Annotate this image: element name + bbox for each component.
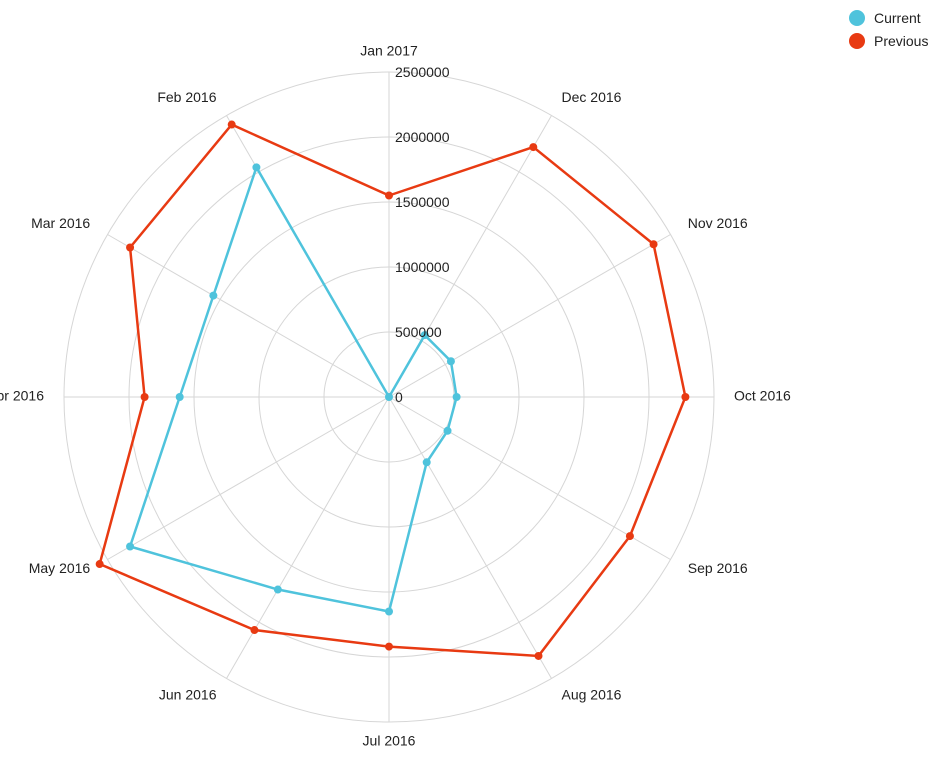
radial-tick-label: 1000000 (395, 259, 450, 275)
legend-item-current[interactable]: Current (849, 6, 928, 29)
legend: Current Previous (849, 6, 928, 52)
grid-spoke (107, 234, 390, 398)
data-point-current (452, 393, 461, 401)
radial-tick-label: 1500000 (395, 194, 450, 210)
category-label: Jan 2017 (360, 43, 418, 59)
data-point-previous (250, 626, 259, 635)
data-point-previous (385, 642, 393, 651)
data-point-previous (649, 240, 658, 249)
data-point-current (446, 357, 455, 366)
data-point-current (385, 393, 393, 401)
radial-tick-label: 2500000 (395, 64, 450, 80)
data-point-previous (385, 191, 393, 200)
legend-label-previous: Previous (874, 32, 929, 49)
grid-spoke (388, 396, 552, 679)
data-point-previous (126, 243, 135, 252)
legend-item-previous[interactable]: Previous (849, 29, 928, 52)
category-label: Jul 2016 (363, 733, 416, 749)
data-point-current (443, 426, 452, 435)
data-point-current (175, 393, 184, 401)
category-label: Nov 2016 (688, 215, 748, 231)
data-point-previous (625, 532, 634, 541)
radial-tick-label: 500000 (395, 324, 442, 340)
category-label: Dec 2016 (562, 89, 622, 105)
data-point-previous (681, 393, 690, 401)
category-label: Oct 2016 (734, 388, 791, 404)
data-point-current (273, 585, 282, 594)
data-point-current (422, 458, 431, 467)
data-point-previous (534, 651, 543, 660)
data-point-current (126, 542, 135, 551)
series-line-current (128, 164, 458, 613)
category-label: Mar 2016 (31, 215, 90, 231)
grid-spoke (107, 396, 390, 560)
category-label: Apr 2016 (0, 388, 44, 404)
grid-spoke (388, 234, 671, 398)
data-point-previous (95, 560, 104, 569)
category-label: Aug 2016 (562, 686, 622, 702)
radial-tick-label: 0 (395, 389, 403, 405)
data-point-current (209, 291, 218, 300)
legend-swatch-current (849, 9, 865, 26)
grid-spoke (388, 396, 671, 560)
legend-label-current: Current (874, 9, 921, 26)
data-point-current (252, 163, 261, 172)
data-point-current (420, 331, 429, 340)
data-point-previous (227, 120, 236, 129)
category-label: May 2016 (29, 560, 91, 576)
category-label: Jun 2016 (159, 686, 217, 702)
data-point-previous (140, 393, 149, 401)
legend-swatch-previous (849, 32, 865, 49)
category-label: Sep 2016 (688, 560, 748, 576)
category-label: Feb 2016 (157, 89, 216, 105)
data-point-previous (529, 143, 538, 152)
data-point-current (385, 607, 393, 616)
radial-tick-label: 2000000 (395, 129, 450, 145)
